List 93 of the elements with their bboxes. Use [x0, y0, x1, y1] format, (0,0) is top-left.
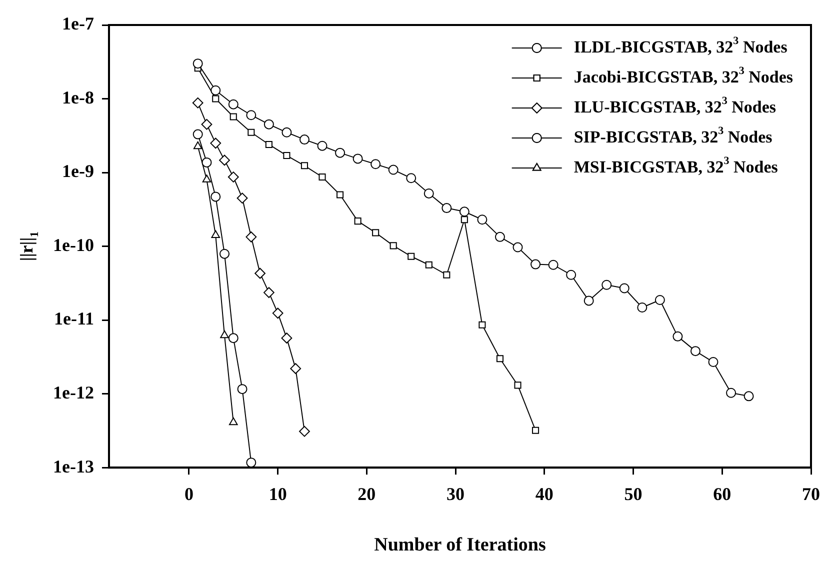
y-tick-label: 1e-7 [62, 14, 94, 34]
point [264, 119, 274, 130]
point [496, 355, 504, 362]
x-tick-label: 30 [446, 484, 465, 504]
point [637, 302, 648, 313]
point [443, 271, 450, 278]
point [202, 174, 212, 182]
x-tick-label: 70 [802, 484, 820, 504]
point [210, 192, 221, 202]
point [388, 164, 398, 175]
point [228, 333, 238, 344]
point [654, 295, 665, 306]
point [220, 330, 229, 338]
point [201, 118, 212, 130]
point [272, 308, 284, 319]
y-axis-title: ||r||1 [16, 231, 42, 262]
point [424, 188, 434, 198]
point [390, 242, 397, 250]
point [210, 85, 221, 96]
point [548, 260, 558, 270]
point [370, 159, 381, 170]
point [532, 426, 540, 434]
point [494, 232, 505, 242]
y-tick-label: 1e-9 [62, 161, 94, 182]
point [212, 95, 220, 102]
point [228, 417, 238, 426]
point [246, 458, 256, 468]
x-tick-label: 20 [358, 484, 376, 504]
point [281, 332, 292, 344]
point [192, 129, 203, 140]
x-tick-label: 50 [624, 484, 642, 504]
point [672, 331, 683, 342]
point [263, 287, 274, 298]
point [477, 214, 488, 225]
point [282, 127, 292, 138]
point [744, 391, 754, 402]
point [211, 230, 220, 238]
point [602, 280, 612, 290]
point [265, 140, 272, 148]
y-tick-label: 1e-13 [53, 456, 94, 476]
point [237, 384, 248, 394]
point [408, 252, 415, 260]
point [317, 140, 328, 151]
y-tick-label: 1e-11 [54, 308, 94, 329]
point [230, 113, 237, 120]
point [228, 99, 238, 110]
point [584, 296, 594, 306]
point [283, 152, 290, 160]
x-tick-label: 0 [184, 484, 194, 504]
point [254, 268, 266, 279]
point [299, 426, 310, 437]
point [460, 216, 468, 224]
x-axis-title: Number of Iterations [374, 534, 546, 556]
point [425, 261, 432, 268]
point [246, 231, 257, 242]
point [236, 192, 248, 204]
point [220, 248, 230, 259]
point [335, 148, 346, 158]
point [193, 141, 202, 150]
point [530, 259, 541, 270]
point [478, 321, 486, 328]
point [354, 218, 362, 225]
x-tick-label: 40 [535, 484, 554, 504]
point [459, 206, 470, 217]
point [619, 283, 630, 294]
x-tick-label: 60 [713, 484, 732, 504]
point [352, 154, 363, 164]
point [228, 172, 239, 182]
point [566, 270, 576, 280]
point [299, 134, 310, 145]
point [290, 363, 302, 374]
x-tick-label: 10 [268, 484, 287, 504]
point [192, 58, 203, 69]
point [202, 157, 212, 168]
y-tick-label: 1e-10 [53, 234, 94, 255]
point [726, 388, 736, 398]
point [512, 242, 523, 252]
y-tick-label: 1e-12 [53, 382, 94, 402]
point [192, 97, 204, 108]
point [514, 382, 522, 389]
point [219, 154, 230, 166]
y-tick-label: 1e-8 [62, 87, 94, 108]
point [690, 346, 700, 356]
point [246, 110, 256, 120]
point [300, 162, 308, 170]
point [210, 138, 222, 149]
point [336, 191, 344, 198]
point [442, 203, 452, 214]
point [708, 357, 718, 368]
point [406, 173, 416, 184]
point [248, 128, 255, 136]
point [318, 173, 326, 181]
point [372, 229, 380, 236]
